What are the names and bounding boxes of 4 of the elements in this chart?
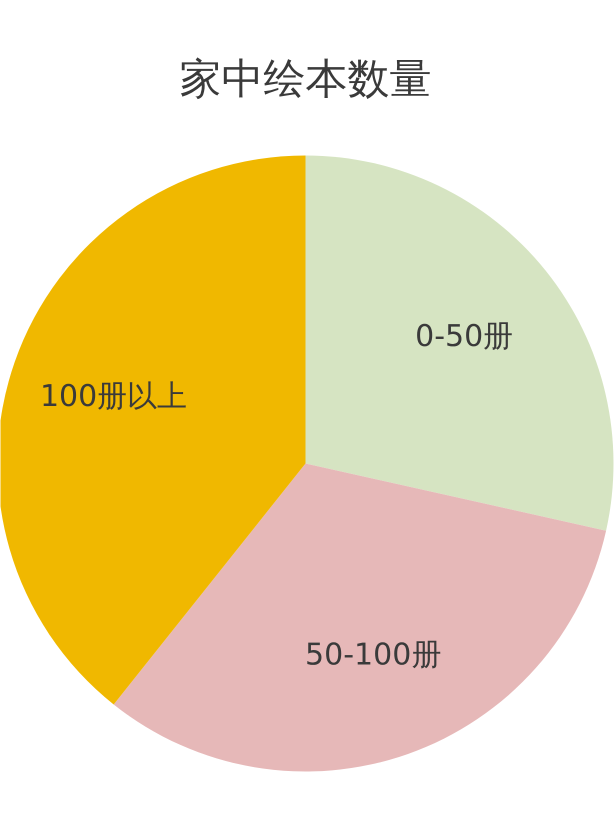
slice-label: 0-50册 [415,318,514,354]
chart-title: 家中绘本数量 [180,54,432,103]
slice-label: 50-100册 [305,638,442,673]
slice-label: 100册以上 [40,378,188,414]
